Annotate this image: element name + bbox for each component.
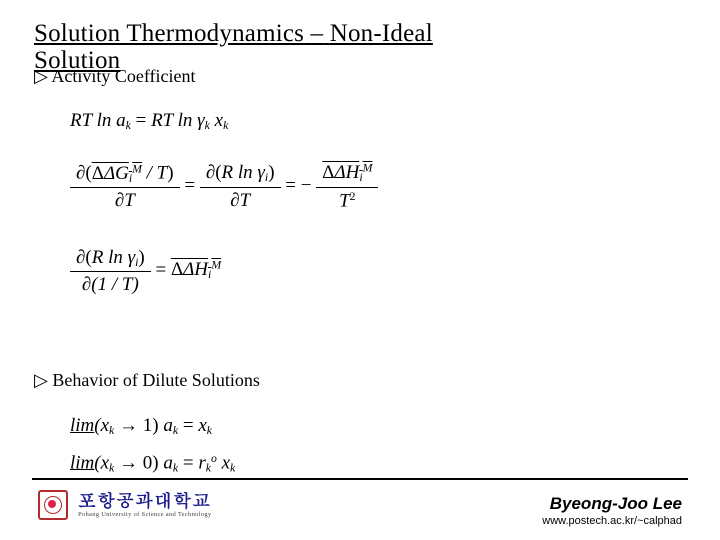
eq3-rln: R ln: [92, 247, 128, 268]
eq1-eq: =: [136, 110, 151, 131]
eq2-d4: ∂: [230, 190, 239, 211]
author-block: Byeong-Joo Lee www.postech.ac.kr/~calpha…: [542, 494, 682, 527]
university-name-en: Pohang University of Science and Technol…: [78, 512, 211, 519]
eq1-sub2: k: [205, 119, 210, 132]
equation-enthalpy-relation: ∂(R ln γi) ∂(1 / T) = ΔΔHiM: [70, 245, 221, 296]
equation-gibbs-duhem: ∂(ΔΔGiM / T) ∂T = ∂(R ln γi) ∂T = − ΔΔHi…: [70, 160, 378, 212]
logo-badge-icon: [38, 490, 68, 520]
title-main: Solution Thermodynamics: [34, 20, 304, 47]
university-name-kr: 포항공과대학교: [78, 492, 211, 510]
eq1-sub1: k: [126, 119, 131, 132]
eq5-sub4: k: [230, 461, 235, 474]
eq2-dh: ΔH: [334, 162, 359, 183]
eq2-sup1: M: [132, 162, 142, 175]
eq4-sub2: k: [173, 424, 178, 437]
eq3-gamma: γ: [128, 247, 136, 268]
bullet-dilute-solutions: ▷ Behavior of Dilute Solutions: [34, 370, 260, 391]
eq5-x: x: [222, 452, 230, 473]
title-nonideal: Non-Ideal: [330, 20, 433, 47]
eq5-lim: lim: [70, 452, 94, 473]
eq2-sq: 2: [350, 190, 356, 203]
eq3-invT: (1 / T): [91, 274, 139, 295]
eq2-eq2: =: [285, 175, 300, 196]
eq4-arg: (x: [94, 415, 109, 436]
bullet-activity-coefficient: ▷ Activity Coefficient: [34, 66, 195, 87]
eq2-gamma: γ: [257, 162, 265, 183]
eq3-dh: ΔH: [183, 259, 208, 280]
equation-raoult-limit: lim(xk → 1) ak = xk: [70, 415, 212, 438]
eq3-d1: ∂: [76, 247, 85, 268]
eq1-rhs: RT ln: [151, 110, 197, 131]
eq3-sub1: i: [135, 256, 138, 269]
eq2-T3: T: [339, 190, 350, 211]
eq2-sup2: M: [363, 162, 373, 175]
eq3-sup: M: [211, 259, 221, 272]
eq3-eq: =: [155, 260, 170, 281]
eq1-x: x: [215, 110, 223, 131]
footer-rule: [32, 478, 688, 480]
eq2-T1: T: [124, 190, 135, 211]
eq2-sub2: i: [265, 171, 268, 184]
equation-henry-limit: lim(xk → 0) ak = rko xk: [70, 452, 235, 475]
title-sep: –: [311, 20, 324, 47]
eq2-minus: −: [301, 175, 316, 196]
eq3-d2: ∂: [82, 274, 91, 295]
eq2-d1: ∂: [76, 163, 85, 184]
eq4-sub3: k: [207, 424, 212, 437]
eq5-sub2: k: [173, 461, 178, 474]
eq2-dg: ΔG: [104, 163, 129, 184]
eq5-eq: =: [183, 452, 198, 473]
eq4-arr: → 1): [114, 415, 163, 436]
eq5-a: a: [163, 452, 173, 473]
eq1-a: a: [116, 110, 126, 131]
eq5-r: r: [198, 452, 205, 473]
eq5-arr: → 0): [114, 452, 163, 473]
eq4-x: x: [198, 415, 206, 436]
author-name: Byeong-Joo Lee: [542, 494, 682, 514]
eq2-overt: / T: [142, 163, 167, 184]
university-logo: 포항공과대학교 Pohang University of Science and…: [38, 490, 211, 520]
eq2-eq1: =: [184, 175, 199, 196]
eq2-T2: T: [240, 190, 251, 211]
author-url: www.postech.ac.kr/~calphad: [542, 515, 682, 527]
eq5-arg: (x: [94, 452, 109, 473]
eq4-eq: =: [183, 415, 198, 436]
eq5-sup: o: [211, 452, 217, 465]
eq1-lhs: RT ln: [70, 110, 116, 131]
eq4-a: a: [163, 415, 173, 436]
eq1-gamma: γ: [197, 110, 205, 131]
eq2-d2: ∂: [115, 190, 124, 211]
equation-activity-definition: RT ln ak = RT ln γk xk: [70, 110, 228, 133]
eq2-d3: ∂: [206, 162, 215, 183]
eq2-rln: R ln: [222, 162, 258, 183]
eq4-lim: lim: [70, 415, 94, 436]
eq1-sub3: k: [223, 119, 228, 132]
